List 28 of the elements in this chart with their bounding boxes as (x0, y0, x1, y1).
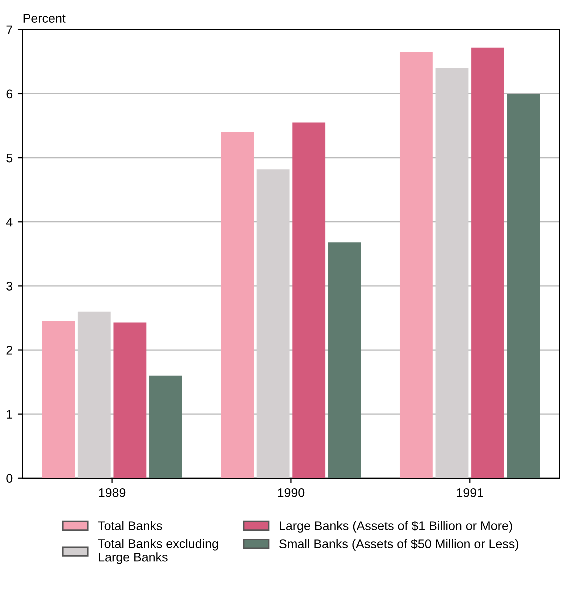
y-tick-label: 5 (6, 154, 13, 163)
y-tick-label: 4 (6, 218, 13, 227)
bar (256, 170, 290, 478)
x-tick-label: 1990 (278, 488, 305, 498)
legend-label: Large Banks (Assets of $1 Billion or More) (280, 521, 512, 533)
legend-label: Small Banks (Assets of $50 Million or Less) (280, 539, 519, 551)
x-tick-label: 1991 (457, 488, 484, 498)
legend-label: Total Banks excluding Large Banks (98, 539, 218, 564)
legend-label: Total Banks (98, 521, 162, 530)
bar (78, 312, 111, 478)
bar (114, 322, 147, 478)
y-tick-label: 0 (6, 474, 13, 484)
y-tick-label: 2 (6, 346, 12, 355)
bar (42, 321, 76, 478)
bar (221, 132, 254, 478)
y-tick-label: 3 (6, 282, 13, 291)
bar (507, 94, 540, 478)
y-tick-label: 6 (6, 90, 13, 99)
bar (436, 68, 469, 478)
bar (292, 122, 326, 478)
bar (328, 242, 362, 478)
bar (472, 48, 504, 478)
x-tick-label: 1989 (99, 488, 126, 498)
y-tick-label: 7 (6, 26, 12, 34)
y-axis-title: Percent (24, 14, 66, 23)
bar (150, 376, 182, 478)
y-tick-label: 1 (7, 410, 13, 419)
bar (400, 52, 433, 478)
